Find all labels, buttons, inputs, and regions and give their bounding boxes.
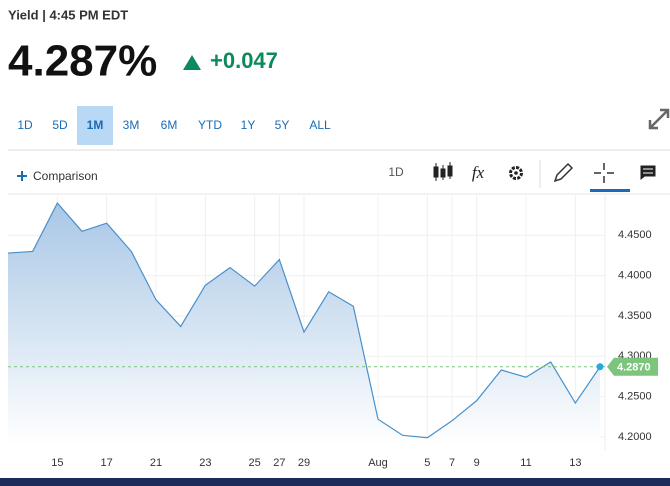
- interval[interactable]: 1D: [388, 165, 404, 179]
- x-tick-label: 15: [51, 457, 63, 469]
- current-badge: [607, 357, 658, 376]
- x-tick-label: 21: [150, 457, 162, 469]
- price: 4.287%: [8, 37, 157, 86]
- settings-icon[interactable]: [509, 166, 523, 180]
- range-button[interactable]: 1Y: [241, 118, 256, 132]
- plus-icon[interactable]: [17, 171, 27, 181]
- expand-icon[interactable]: [648, 108, 670, 130]
- range-button[interactable]: YTD: [198, 118, 222, 132]
- range-button[interactable]: 6M: [161, 118, 178, 132]
- line: [7, 202, 601, 439]
- active-underline: [590, 189, 630, 192]
- x-tick-label: Aug: [368, 457, 388, 469]
- current-dot: [596, 363, 604, 371]
- y-tick-label: 4.2000: [618, 431, 652, 443]
- area: [8, 203, 600, 445]
- y-tick-label: 4.2500: [618, 391, 652, 403]
- x-tick-label: 9: [474, 457, 480, 469]
- range-button[interactable]: 3M: [123, 118, 140, 132]
- range-button[interactable]: ALL: [309, 118, 331, 132]
- function-icon[interactable]: fx: [472, 163, 485, 182]
- x-tick-label: 27: [273, 457, 285, 469]
- y-tick-label: 4.4000: [618, 270, 652, 282]
- x-tick-label: 25: [249, 457, 261, 469]
- x-tick-label: 11: [520, 457, 531, 469]
- range-selected: [77, 106, 113, 145]
- range-button[interactable]: 5Y: [275, 118, 290, 132]
- x-tick-label: 29: [298, 457, 310, 469]
- title: Yield | 4:45 PM EDT: [8, 7, 128, 22]
- range-button[interactable]: 5D: [52, 118, 68, 132]
- x-tick-label: 5: [424, 457, 430, 469]
- x-tick-label: 7: [449, 457, 455, 469]
- draw-icon[interactable]: [553, 162, 574, 183]
- bottom-bar: [0, 478, 670, 486]
- comparison[interactable]: Comparison: [33, 169, 98, 183]
- x-tick-label: 23: [199, 457, 211, 469]
- candle-icon[interactable]: [433, 162, 453, 181]
- x-tick-label: 17: [101, 457, 113, 469]
- up-arrow: [183, 55, 201, 70]
- range-button[interactable]: 1M: [87, 118, 104, 132]
- current-label: 4.2870: [617, 362, 651, 374]
- x-tick-label: 13: [569, 457, 581, 469]
- range-bar: 1D 5D 1M 3M 6M YTD 1Y 5Y ALL: [17, 106, 331, 145]
- range-button[interactable]: 1D: [17, 118, 33, 132]
- y-tick-label: 4.3500: [618, 310, 652, 322]
- change: +0.047: [210, 48, 278, 73]
- comment-icon[interactable]: [639, 164, 657, 183]
- y-tick-label: 4.4500: [618, 229, 652, 241]
- crosshair-icon[interactable]: [594, 163, 614, 183]
